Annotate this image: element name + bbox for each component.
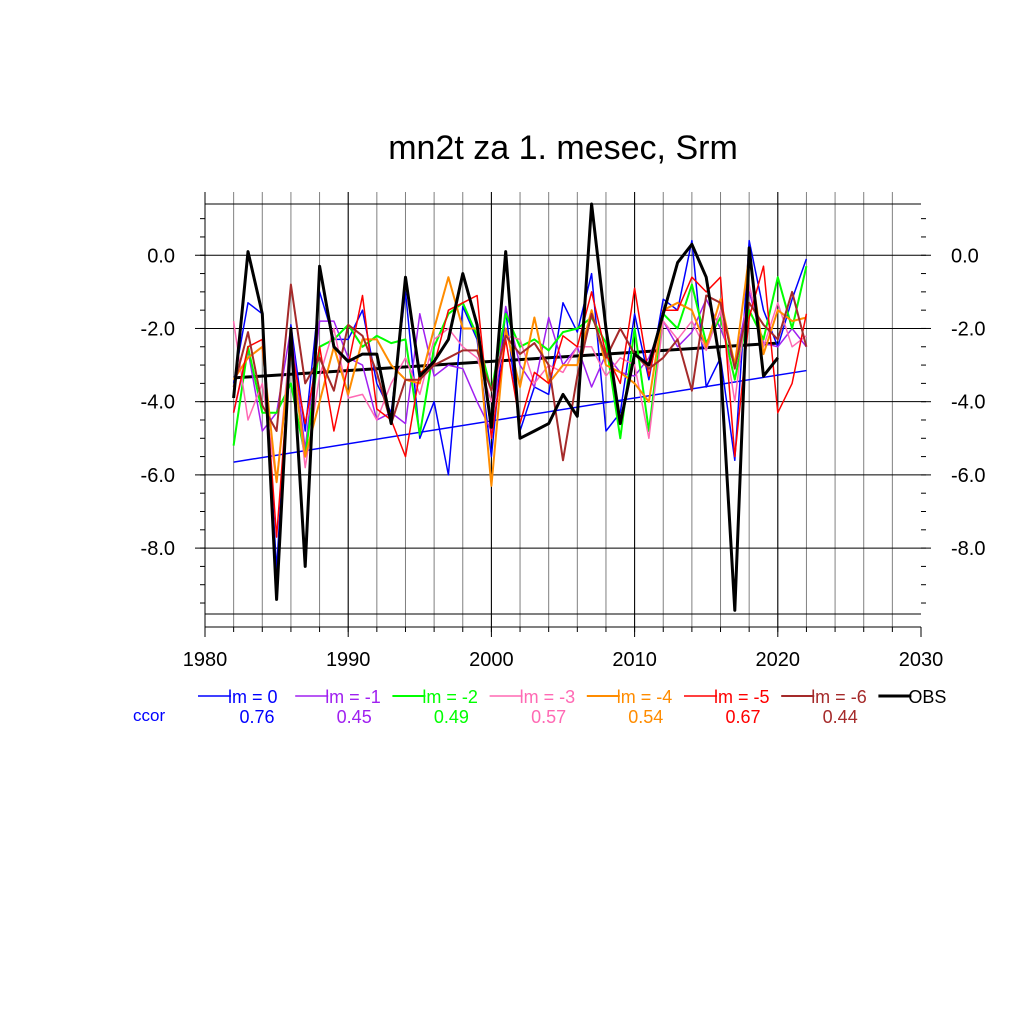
axes: 0.0 0.0 -2.0 -2.0 -4.0 -4.0 -6.0 -6.0 -8.0 -8.0 19… (141, 192, 985, 671)
y-tick-label-left: -6.0 (141, 465, 175, 487)
ccor-value: 0.45 (337, 707, 372, 727)
x-tick-label: 1980 (183, 649, 228, 671)
ccor-value: 0.49 (434, 707, 469, 727)
x-tick-label: 2020 (756, 649, 801, 671)
x-tick-label: 2030 (899, 649, 944, 671)
ccor-value: 0.54 (628, 707, 663, 727)
legend-label: lm = 0 (228, 687, 278, 707)
x-tick-label: 2000 (469, 649, 514, 671)
y-tick-label-left: -2.0 (141, 318, 175, 340)
series-lines (232, 202, 808, 612)
ccor-label: ccor (133, 706, 165, 725)
ccor-value: 0.76 (239, 707, 274, 727)
trend-line (233, 369, 807, 463)
legend-label: lm = -2 (422, 687, 478, 707)
series-line (232, 283, 807, 483)
legend-label: lm = -5 (714, 687, 770, 707)
x-tick-label: 1990 (326, 649, 371, 671)
y-tick-label-right: -2.0 (951, 318, 985, 340)
legend-label: lm = -1 (325, 687, 381, 707)
series-line (232, 254, 807, 487)
ccor-value: 0.44 (823, 707, 858, 727)
legend-label: lm = -4 (617, 687, 673, 707)
ccor-value: 0.67 (725, 707, 760, 727)
y-tick-label-left: -8.0 (141, 538, 175, 560)
legend-label: lm = -6 (811, 687, 867, 707)
y-tick-label-right: -4.0 (951, 392, 985, 414)
y-tick-label-left: -4.0 (141, 392, 175, 414)
y-tick-label-right: -6.0 (951, 465, 985, 487)
x-tick-label: 2010 (612, 649, 657, 671)
y-tick-label-left: 0.0 (147, 245, 175, 267)
y-tick-label-right: 0.0 (951, 245, 979, 267)
ccor-value: 0.57 (531, 707, 566, 727)
legend-label: OBS (908, 687, 946, 707)
series-line (232, 202, 779, 612)
y-tick-label-right: -8.0 (951, 538, 985, 560)
legend-label: lm = -3 (520, 687, 576, 707)
chart-title: mn2t za 1. mesec, Srm (388, 129, 738, 167)
